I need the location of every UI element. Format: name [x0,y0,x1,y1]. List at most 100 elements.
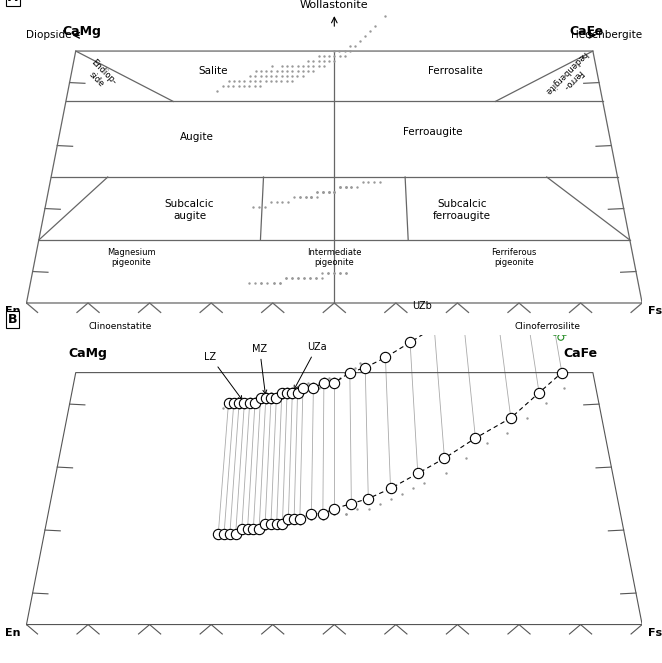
Point [555,332,566,343]
Point [244,398,255,408]
Point [271,71,281,82]
Point [265,76,276,87]
Point [271,518,282,529]
Point [537,312,547,322]
Point [213,528,224,539]
Text: CaMg: CaMg [62,25,101,38]
Point [287,387,298,398]
Text: LZ: LZ [205,352,242,400]
Point [340,509,351,519]
Point [260,518,271,529]
Point [250,278,261,288]
Point [223,76,234,87]
Point [335,182,346,192]
Point [271,66,282,76]
Point [271,387,282,398]
Point [335,182,346,192]
Point [277,66,287,76]
Point [324,51,334,62]
Point [277,518,288,529]
Point [265,392,276,403]
Point [329,373,340,383]
Point [318,51,329,62]
Point [265,398,276,408]
Point [256,71,266,82]
Point [502,428,512,438]
Point [295,513,305,524]
Point [283,518,293,529]
Point [535,241,545,252]
Text: Ferro-
hedenbergite: Ferro- hedenbergite [542,49,596,103]
Point [346,182,357,192]
Point [265,392,276,403]
Point [340,51,350,62]
Point [212,86,222,97]
Point [250,66,261,76]
Point [282,387,293,398]
Text: Subcalcic
ferroaugite: Subcalcic ferroaugite [433,199,491,221]
Point [539,292,549,302]
Point [329,187,340,198]
Point [408,483,418,494]
Point [283,518,293,529]
Point [261,66,271,76]
Point [346,182,357,192]
Point [218,81,228,91]
Point [266,387,277,398]
Text: A: A [8,0,18,4]
Point [289,192,299,202]
Point [323,187,334,198]
Point [266,387,277,398]
Point [481,438,492,448]
Text: En: En [5,306,21,316]
Point [287,66,298,76]
Point [334,51,345,62]
Point [522,412,532,423]
Point [265,392,276,403]
Point [313,51,324,62]
Point [547,282,557,292]
Point [405,337,416,347]
Point [282,383,293,393]
Point [359,30,370,41]
Text: Magnesium
pigeonite: Magnesium pigeonite [107,248,156,267]
Point [303,61,313,72]
Point [298,383,308,393]
Point [299,272,309,283]
Point [274,278,285,288]
Point [242,524,253,534]
Point [295,513,305,524]
Point [375,499,385,509]
Point [248,524,259,534]
Point [260,202,270,213]
Point [255,81,265,91]
Point [306,192,316,202]
Point [268,278,279,288]
Point [293,272,303,283]
Point [244,278,254,288]
Point [303,383,313,393]
Point [271,518,282,529]
Point [369,177,379,188]
Point [277,387,287,398]
Text: Intermediate
pigeonite: Intermediate pigeonite [307,248,361,267]
Point [559,383,570,393]
Point [329,56,340,66]
Point [318,513,328,524]
Point [440,468,451,479]
Point [228,76,239,87]
Point [256,278,267,288]
Point [254,202,264,213]
Text: UZc: UZc [0,662,1,663]
Point [224,528,235,539]
Point [375,177,385,188]
Point [308,56,319,66]
Point [329,187,340,198]
Point [239,81,250,91]
Point [228,398,239,408]
Point [379,11,390,21]
Point [295,192,305,202]
Point [305,272,315,283]
Point [271,197,282,208]
Point [266,66,277,76]
